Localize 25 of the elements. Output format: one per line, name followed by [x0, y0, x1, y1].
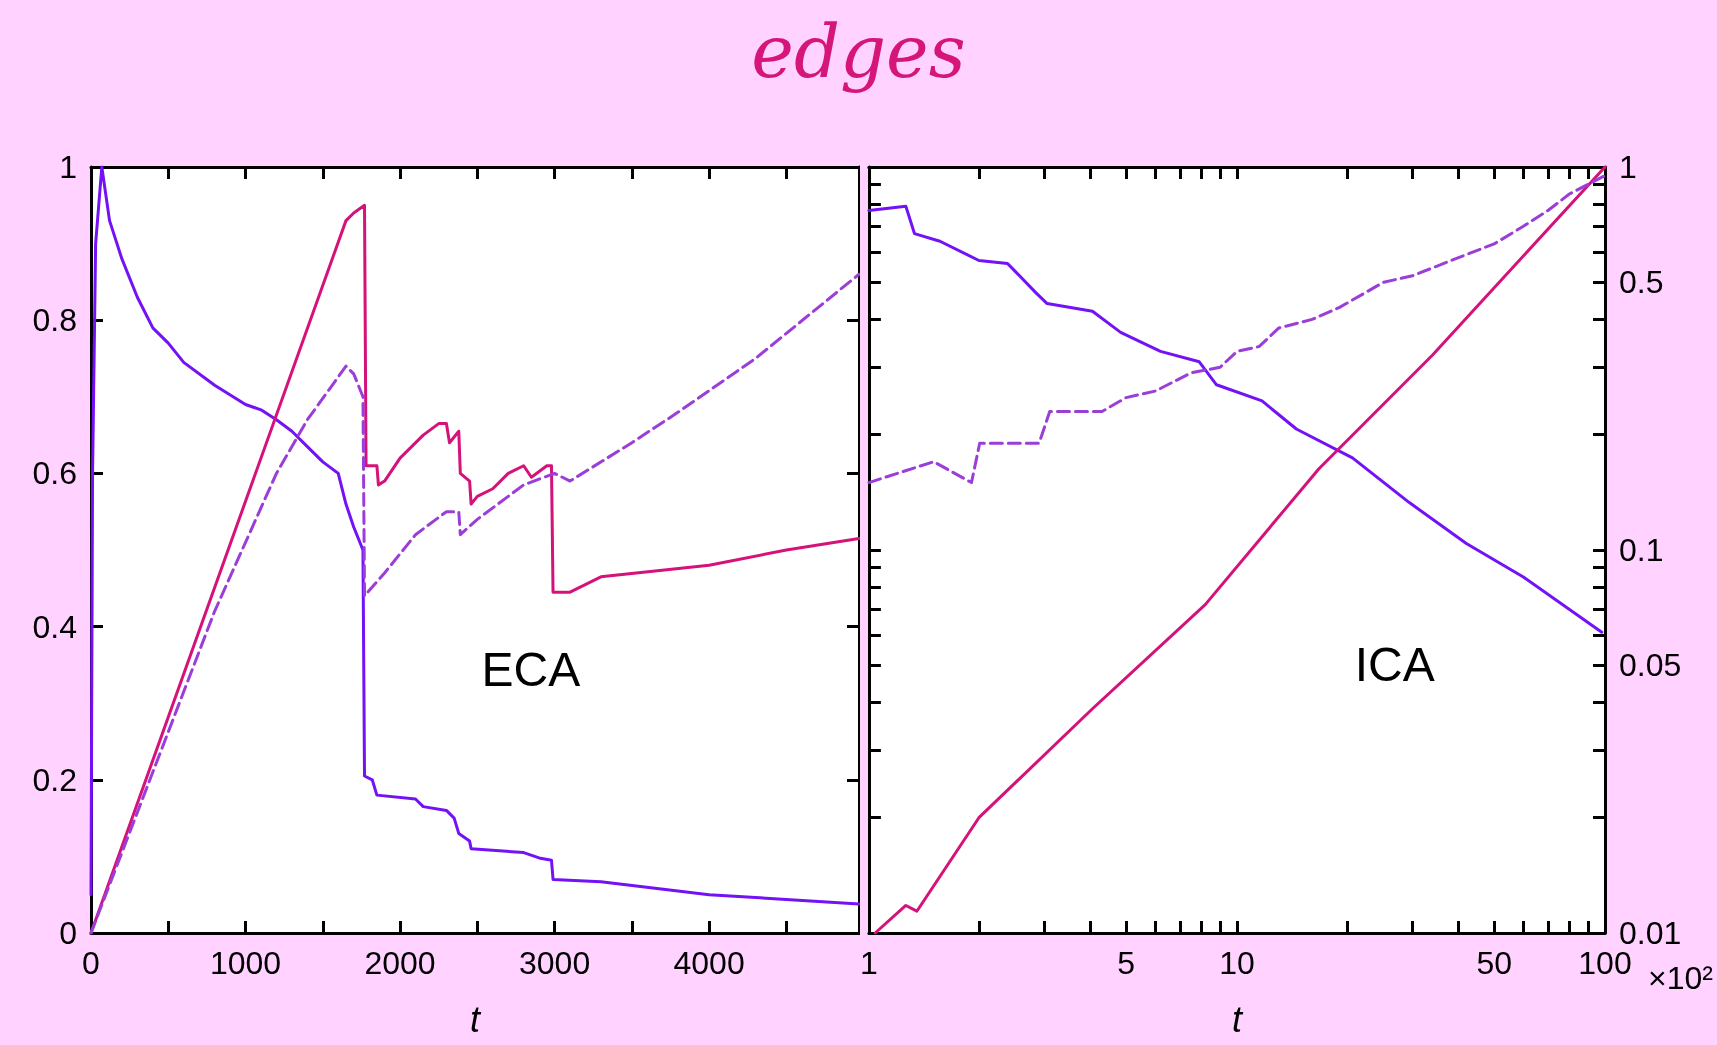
annotation: ECA	[481, 642, 581, 696]
y-tick-label: 0.1	[1619, 532, 1664, 568]
x-tick-label: 50	[1476, 945, 1512, 981]
x-tick-label: 0	[82, 945, 100, 981]
y-tick-label: 1	[59, 149, 77, 185]
chart-title: edges	[750, 10, 967, 94]
y-tick-label: 0.6	[32, 455, 77, 492]
x-axis-title: t	[469, 998, 482, 1040]
y-tick-label: 0.4	[32, 608, 77, 645]
x-tick-label: 4000	[673, 945, 745, 981]
y-tick-label: 0.8	[32, 302, 77, 339]
x-axis-title: t	[1231, 998, 1244, 1040]
y-tick-label: 0.05	[1619, 647, 1682, 684]
text: ×10²	[1648, 960, 1714, 996]
x-tick-label: 1	[860, 945, 878, 981]
y-tick-label: 1	[1619, 149, 1637, 185]
y-tick-label: 0.2	[32, 761, 77, 798]
x-tick-label: 3000	[518, 945, 591, 981]
y-tick-label: 0.5	[1619, 264, 1664, 301]
x-tick-label: 2000	[364, 945, 436, 981]
annotation: ICA	[1354, 637, 1435, 691]
x-tick-label: 5	[1117, 945, 1136, 981]
x-tick-label: 1000	[209, 945, 282, 981]
y-tick-label: 0	[59, 915, 77, 951]
x-tick-label: 10	[1219, 945, 1255, 981]
